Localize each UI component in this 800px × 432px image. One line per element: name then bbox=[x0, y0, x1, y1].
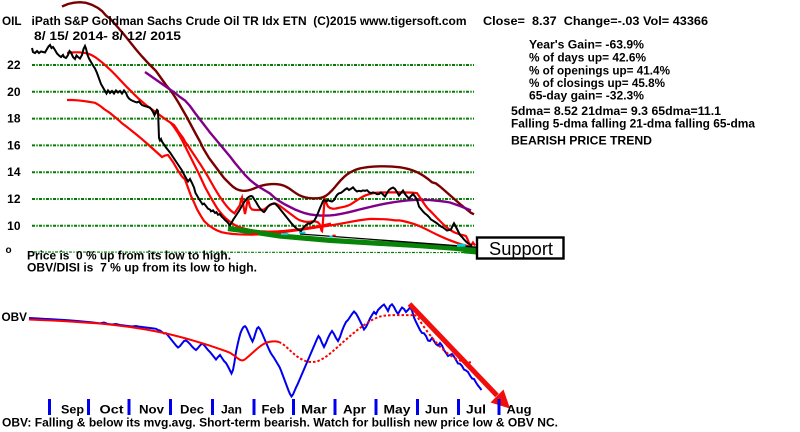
svg-text:Jan: Jan bbox=[221, 403, 242, 417]
svg-text:Mar: Mar bbox=[301, 403, 327, 417]
svg-text:Nov: Nov bbox=[139, 403, 164, 417]
svg-text:10: 10 bbox=[7, 219, 21, 233]
svg-text:Sep: Sep bbox=[61, 403, 84, 417]
svg-text:Jul: Jul bbox=[466, 403, 486, 417]
svg-text:Oct: Oct bbox=[100, 403, 124, 417]
svg-text:Falling 5-dma falling 21-dma f: Falling 5-dma falling 21-dma falling 65-… bbox=[511, 117, 755, 131]
svg-text:Feb: Feb bbox=[262, 403, 285, 417]
svg-text:% of closings up= 45.8%: % of closings up= 45.8% bbox=[529, 76, 665, 90]
svg-text:Aug: Aug bbox=[507, 403, 532, 417]
svg-text:OIL: OIL bbox=[2, 14, 22, 28]
svg-text:OBV: OBV bbox=[2, 310, 28, 324]
svg-text:Price is 0 % up from its low: Price is 0 % up from its low to high. bbox=[27, 249, 231, 263]
svg-text:8/ 15/ 2014- 8/ 12/ 2015: 8/ 15/ 2014- 8/ 12/ 2015 bbox=[34, 29, 181, 43]
svg-text:14: 14 bbox=[7, 165, 21, 179]
svg-text:May: May bbox=[384, 403, 411, 417]
svg-text:Year's Gain= -63.9%: Year's Gain= -63.9% bbox=[529, 38, 644, 52]
svg-text:iPath S&P Goldman Sachs Crude: iPath S&P Goldman Sachs Crude Oil TR Idx… bbox=[32, 14, 467, 28]
svg-text:Dec: Dec bbox=[180, 403, 204, 417]
svg-text:BEARISH PRICE TREND: BEARISH PRICE TREND bbox=[511, 134, 652, 148]
svg-text:12: 12 bbox=[7, 192, 21, 206]
svg-text:Apr: Apr bbox=[343, 403, 366, 417]
svg-text:Close= 8.37 Change=-.03 Vol=: Close= 8.37 Change=-.03 Vol= 43366 bbox=[483, 14, 708, 28]
svg-text:16: 16 bbox=[7, 138, 21, 152]
svg-text:65-day gain= -32.3%: 65-day gain= -32.3% bbox=[529, 89, 644, 103]
svg-text:o: o bbox=[6, 245, 12, 256]
svg-text:18: 18 bbox=[7, 112, 21, 126]
svg-text:% of openings up= 41.4%: % of openings up= 41.4% bbox=[529, 64, 670, 78]
svg-text:% of days up= 42.6%: % of days up= 42.6% bbox=[529, 51, 646, 65]
svg-text:5dma= 8.52 21dma= 9.3 65dma=11: 5dma= 8.52 21dma= 9.3 65dma=11.1 bbox=[511, 104, 721, 118]
svg-text:OBV/DISI is 7 % up from its l: OBV/DISI is 7 % up from its low to high. bbox=[27, 261, 257, 275]
svg-text:Jun: Jun bbox=[425, 403, 448, 417]
svg-text:OBV: Falling & below its mvg.a: OBV: Falling & below its mvg.avg. Short-… bbox=[2, 416, 558, 430]
svg-text:22: 22 bbox=[7, 58, 21, 72]
svg-text:Support: Support bbox=[489, 238, 553, 259]
svg-text:20: 20 bbox=[7, 85, 21, 99]
